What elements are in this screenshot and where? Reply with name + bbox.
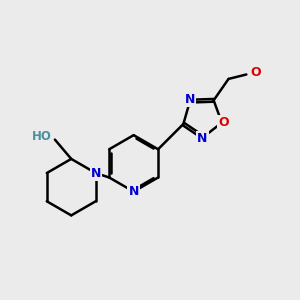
- Text: N: N: [128, 185, 139, 198]
- Text: N: N: [197, 132, 208, 145]
- Text: N: N: [91, 167, 101, 179]
- Text: N: N: [185, 93, 195, 106]
- Text: O: O: [250, 67, 261, 80]
- Text: O: O: [218, 116, 229, 129]
- Text: HO: HO: [32, 130, 52, 142]
